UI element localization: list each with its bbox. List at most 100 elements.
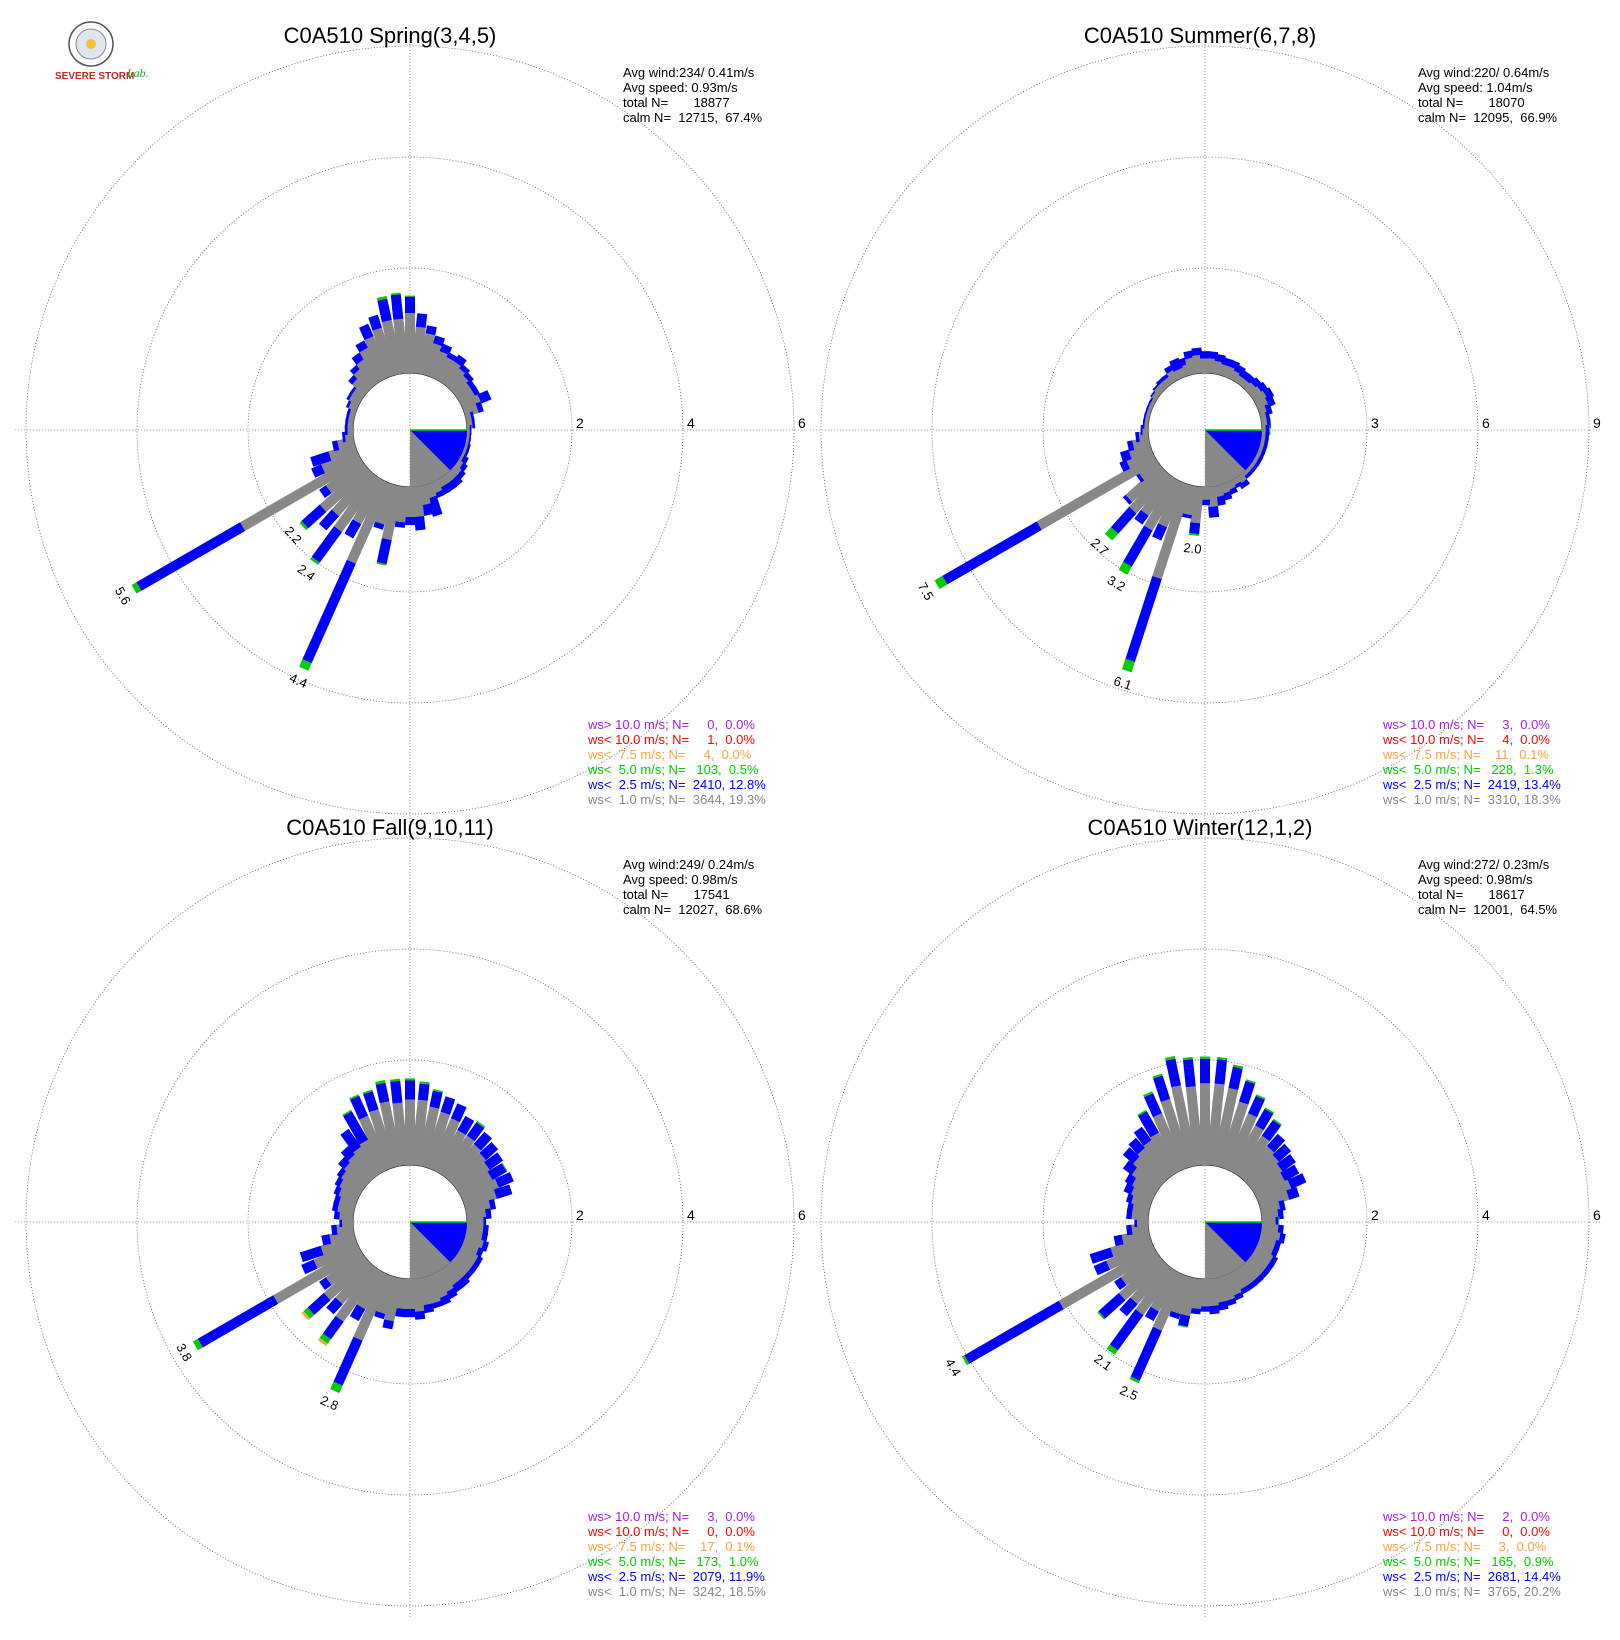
petal-segment-lt1 bbox=[1058, 1246, 1159, 1310]
petal-segment-lt1 bbox=[339, 1178, 364, 1198]
petal-segment-lt2-5 bbox=[964, 1300, 1064, 1364]
petal-segment-lt1 bbox=[1255, 1240, 1274, 1257]
petal-segment-lt1 bbox=[434, 356, 456, 384]
petal-segment-lt2-5 bbox=[1277, 1224, 1284, 1236]
petal-segment-lt2-5 bbox=[359, 323, 374, 341]
petal-segment-lt5 bbox=[390, 292, 401, 296]
petal-segment-lt1 bbox=[353, 1272, 392, 1341]
petal-segment-lt5 bbox=[1152, 1073, 1163, 1079]
petal-segment-lt1 bbox=[439, 1265, 459, 1287]
petal-segment-lt2-5 bbox=[1109, 1309, 1144, 1351]
petal-segment-lt1 bbox=[1244, 1154, 1280, 1188]
petal-segment-lt7-5 bbox=[301, 1311, 311, 1321]
petal-segment-lt2-5 bbox=[322, 1315, 344, 1340]
petal-segment-lt1 bbox=[1144, 476, 1181, 531]
petal-segment-lt1 bbox=[1138, 459, 1162, 481]
petal-segment-lt2-5 bbox=[405, 1309, 415, 1318]
petal-segment-lt1 bbox=[344, 1161, 371, 1188]
petal-segment-lt2-5 bbox=[346, 1137, 362, 1153]
petal-value-label: 5.6 bbox=[112, 584, 134, 607]
petal-segment-lt2-5 bbox=[363, 1091, 379, 1113]
stats-line: Avg wind:249/ 0.24m/s bbox=[623, 857, 755, 872]
petal-segment-lt2-5 bbox=[1264, 403, 1273, 415]
petal-segment-lt1 bbox=[341, 1170, 367, 1193]
petal-segment-lt2-5 bbox=[1110, 506, 1137, 534]
petal-segment-lt5 bbox=[362, 1089, 373, 1095]
petal-segment-lt2-5 bbox=[311, 526, 343, 563]
petal-segment-lt2-5 bbox=[415, 313, 428, 328]
legend-entry: ws< 10.0 m/s; N= 0, 0.0% bbox=[587, 1524, 755, 1539]
petal-segment-lt1 bbox=[313, 1240, 360, 1269]
legend-entry: ws< 5.0 m/s; N= 173, 1.0% bbox=[587, 1554, 759, 1569]
legend-entry: ws< 7.5 m/s; N= 4, 0.0% bbox=[587, 747, 752, 762]
petal-segment-lt2-5 bbox=[493, 1184, 513, 1199]
petal-segment-lt1 bbox=[460, 1240, 479, 1257]
petal-segment-lt2-5 bbox=[301, 1259, 318, 1275]
petal-segment-lt2-5 bbox=[1144, 1306, 1159, 1322]
petal-segment-lt1 bbox=[1223, 1113, 1258, 1172]
petal-segment-lt2-5 bbox=[368, 314, 382, 331]
petal-segment-lt1 bbox=[348, 1154, 376, 1183]
petal-segment-lt2-5 bbox=[1123, 525, 1153, 567]
petal-segment-lt5 bbox=[1097, 1311, 1106, 1320]
mean-wind-sector-blue bbox=[1205, 430, 1262, 471]
petal-segment-lt2-5 bbox=[1280, 1164, 1300, 1182]
petal-segment-lt1 bbox=[352, 386, 367, 401]
range-ring bbox=[931, 948, 1479, 1496]
petal-segment-lt2-5 bbox=[136, 522, 246, 591]
petal-segment-lt2-5 bbox=[301, 504, 327, 529]
petal-segment-lt5 bbox=[1245, 1079, 1256, 1084]
petal-segment-lt1 bbox=[1140, 473, 1176, 516]
legend-entry: ws< 5.0 m/s; N= 228, 1.3% bbox=[1382, 762, 1554, 777]
petal-segment-lt2-5 bbox=[1114, 1277, 1127, 1290]
petal-segment-lt1 bbox=[321, 448, 360, 474]
range-ring bbox=[931, 156, 1479, 704]
petal-segment-lt2-5 bbox=[485, 1208, 492, 1219]
petal-segment-lt1 bbox=[1150, 1132, 1181, 1176]
stats-line: Avg speed: 0.98m/s bbox=[1418, 872, 1533, 887]
petal-segment-lt1 bbox=[356, 1268, 386, 1310]
petal-segment-lt5 bbox=[310, 556, 320, 565]
petal-segment-lt1 bbox=[325, 459, 367, 494]
stats-line: Avg wind:234/ 0.41m/s bbox=[623, 65, 755, 80]
petal-segment-lt5 bbox=[1182, 1056, 1193, 1061]
petal-segment-lt2-5 bbox=[1178, 1314, 1191, 1327]
petal-segment-lt5 bbox=[1255, 1094, 1266, 1100]
legend-entry: ws< 2.5 m/s; N= 2410, 12.8% bbox=[587, 777, 766, 792]
petal-segment-lt2-5 bbox=[438, 1294, 452, 1306]
petal-segment-lt5 bbox=[330, 1381, 343, 1394]
petal-segment-lt2-5 bbox=[1200, 1306, 1210, 1312]
petal-segment-lt1 bbox=[1212, 1087, 1239, 1168]
petal-segment-lt5 bbox=[1177, 1324, 1188, 1328]
petal-segment-lt2-5 bbox=[1126, 440, 1135, 452]
petal-value-label: 4.4 bbox=[942, 1356, 964, 1379]
ring-tick-label: 6 bbox=[798, 1207, 806, 1223]
petal-value-label: 2.0 bbox=[1183, 540, 1203, 557]
petal-segment-lt1 bbox=[381, 319, 403, 376]
petal-segment-lt1 bbox=[353, 368, 376, 391]
petal-segment-lt2-5 bbox=[374, 1310, 386, 1320]
petal-segment-lt1 bbox=[1234, 1265, 1254, 1287]
petal-segment-lt1 bbox=[379, 1101, 403, 1168]
stats-line: calm N= 12095, 66.9% bbox=[1418, 110, 1558, 125]
petal-segment-lt2-5 bbox=[1122, 494, 1133, 505]
petal-segment-lt5 bbox=[375, 1079, 386, 1085]
petal-segment-lt2-5 bbox=[1278, 1232, 1286, 1244]
petal-value-label: 3.8 bbox=[173, 1341, 195, 1364]
petal-segment-lt1 bbox=[331, 469, 376, 517]
range-ring bbox=[25, 837, 795, 1607]
ring-tick-label: 6 bbox=[1482, 415, 1490, 431]
petal-segment-lt2-5 bbox=[395, 1308, 406, 1318]
petal-segment-lt1 bbox=[1185, 1086, 1204, 1166]
petal-segment-lt1 bbox=[1248, 1251, 1270, 1271]
logo-seal-star bbox=[86, 39, 96, 49]
petal-segment-lt5 bbox=[342, 1109, 352, 1117]
petal-segment-lt2-5 bbox=[1169, 1310, 1181, 1320]
petal-segment-lt2-5 bbox=[355, 340, 369, 353]
petal-segment-lt5 bbox=[1106, 1344, 1118, 1355]
petal-segment-lt2-5 bbox=[405, 517, 415, 526]
petal-segment-lt5 bbox=[1269, 425, 1271, 435]
petal-segment-lt2-5 bbox=[373, 521, 385, 530]
petal-segment-lt2-5 bbox=[1125, 576, 1162, 662]
petal-segment-lt5 bbox=[962, 1355, 970, 1366]
